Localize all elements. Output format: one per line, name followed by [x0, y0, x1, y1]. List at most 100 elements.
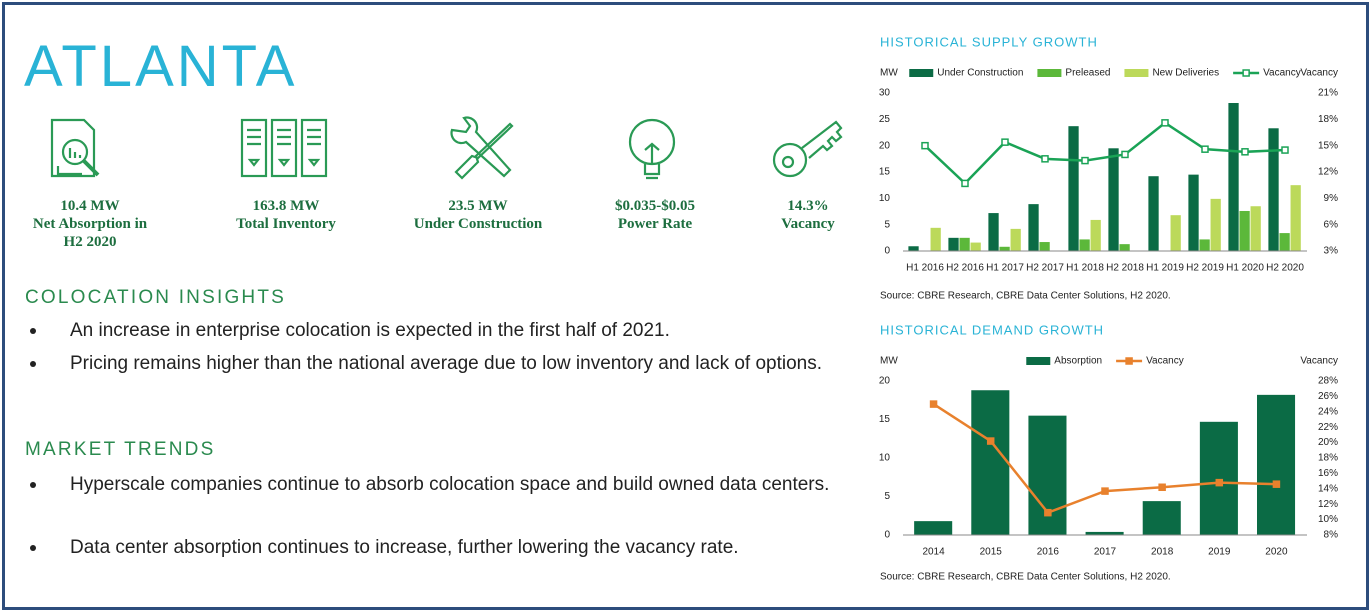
bar: [1210, 198, 1221, 251]
line-marker: [1281, 146, 1289, 154]
stat-label: Vacancy: [781, 216, 835, 232]
bar: [1119, 244, 1130, 251]
y-tick-label: 0: [884, 530, 890, 541]
y2-tick-label: 16%: [1318, 468, 1338, 479]
legend-label: Preleased: [1065, 68, 1110, 79]
line-marker: [1001, 138, 1009, 146]
bullet-text: Data center absorption continues to incr…: [70, 537, 739, 558]
bar: [1228, 103, 1239, 251]
legend-label: Vacancy: [1263, 68, 1301, 79]
legend-swatch-marker: [1242, 69, 1250, 77]
bar: [1108, 148, 1119, 251]
x-tick-label: 2016: [1037, 547, 1060, 558]
line-marker: [1158, 483, 1166, 492]
y-axis-title: MW: [880, 356, 898, 367]
y-tick-label: 10: [879, 453, 891, 464]
x-tick-label: H2 2020: [1266, 263, 1304, 274]
icon-key: [772, 120, 843, 178]
x-tick-label: H1 2016: [906, 263, 944, 274]
x-tick-label: H2 2016: [946, 263, 984, 274]
y2-tick-label: 12%: [1318, 167, 1338, 178]
y2-tick-label: 24%: [1318, 406, 1338, 417]
legend-label: Absorption: [1054, 356, 1102, 367]
x-tick-label: 2014: [922, 547, 945, 558]
y2-tick-label: 20%: [1318, 437, 1338, 448]
section-heading: COLOCATION INSIGHTS: [25, 287, 287, 308]
y-tick-label: 20: [879, 140, 891, 151]
bar: [930, 227, 941, 251]
legend-swatch: [909, 69, 934, 77]
bar: [1170, 215, 1181, 251]
legend-label: Under Construction: [937, 68, 1023, 79]
y2-tick-label: 18%: [1318, 453, 1338, 464]
bar: [1250, 206, 1261, 251]
y2-tick-label: 9%: [1324, 193, 1339, 204]
bar: [914, 521, 953, 535]
y-tick-label: 15: [879, 414, 891, 425]
bar: [1090, 219, 1101, 251]
bar: [959, 237, 970, 251]
bar: [1148, 176, 1159, 251]
bar: [988, 213, 999, 251]
legend-label: New Deliveries: [1152, 68, 1219, 79]
x-tick-label: 2020: [1265, 547, 1288, 558]
bar: [948, 237, 959, 251]
bar: [1279, 233, 1290, 251]
bullet-dot: [30, 361, 36, 367]
line-marker: [1272, 480, 1281, 488]
y2-tick-label: 18%: [1318, 114, 1338, 125]
line-marker: [1041, 155, 1049, 163]
y2-tick-label: 3%: [1324, 246, 1339, 257]
stat-value: 163.8 MW: [252, 198, 320, 214]
stat-icons: [50, 116, 843, 180]
line-marker: [921, 141, 929, 150]
line-marker: [1044, 508, 1052, 517]
source-note: Source: CBRE Research, CBRE Data Center …: [880, 291, 1171, 302]
bar: [970, 242, 981, 251]
y2-tick-label: 8%: [1324, 530, 1339, 541]
bar: [1010, 228, 1021, 251]
stat-value: 23.5 MW: [448, 198, 508, 214]
x-tick-label: 2017: [1094, 547, 1117, 558]
source-note: Source: CBRE Research, CBRE Data Center …: [880, 572, 1171, 583]
y2-axis-title: Vacancy: [1300, 356, 1338, 367]
section-heading: MARKET TRENDS: [25, 439, 216, 460]
bar: [1257, 394, 1296, 535]
bar: [1199, 421, 1238, 535]
y-tick-label: 20: [879, 376, 891, 387]
y-tick-label: 0: [884, 246, 890, 257]
legend-swatch-marker: [1125, 357, 1133, 365]
x-tick-label: H2 2018: [1106, 263, 1144, 274]
line-marker: [1241, 148, 1249, 156]
stat: 23.5 MW Under Construction: [388, 197, 568, 233]
stat: 10.4 MW Net Absorption in H2 2020: [0, 197, 180, 251]
y2-axis-title: Vacancy: [1300, 68, 1338, 79]
bar: [1079, 239, 1090, 251]
y2-tick-label: 26%: [1318, 391, 1338, 402]
line-marker: [986, 437, 995, 445]
bar: [1290, 185, 1301, 251]
icon-construction: [450, 116, 514, 180]
x-tick-label: H1 2018: [1066, 263, 1104, 274]
bar: [1068, 126, 1079, 251]
icon-absorption: [50, 118, 100, 178]
line-marker: [1121, 150, 1129, 159]
line-marker: [1215, 478, 1224, 487]
x-tick-label: 2019: [1208, 547, 1231, 558]
y2-tick-label: 21%: [1318, 88, 1338, 99]
bar: [1028, 204, 1039, 251]
icon-inventory: [240, 118, 328, 178]
y-tick-label: 10: [879, 193, 891, 204]
y-tick-label: 25: [879, 114, 891, 125]
legend-swatch: [1026, 357, 1051, 365]
y2-tick-label: 6%: [1324, 219, 1339, 230]
line-marker: [1081, 156, 1089, 165]
legend-swatch: [1037, 69, 1062, 77]
y-tick-label: 5: [884, 219, 890, 230]
bullet-dot: [30, 482, 36, 488]
y-tick-label: 15: [879, 167, 891, 178]
x-tick-label: H1 2017: [986, 263, 1024, 274]
y2-tick-label: 15%: [1318, 140, 1338, 151]
